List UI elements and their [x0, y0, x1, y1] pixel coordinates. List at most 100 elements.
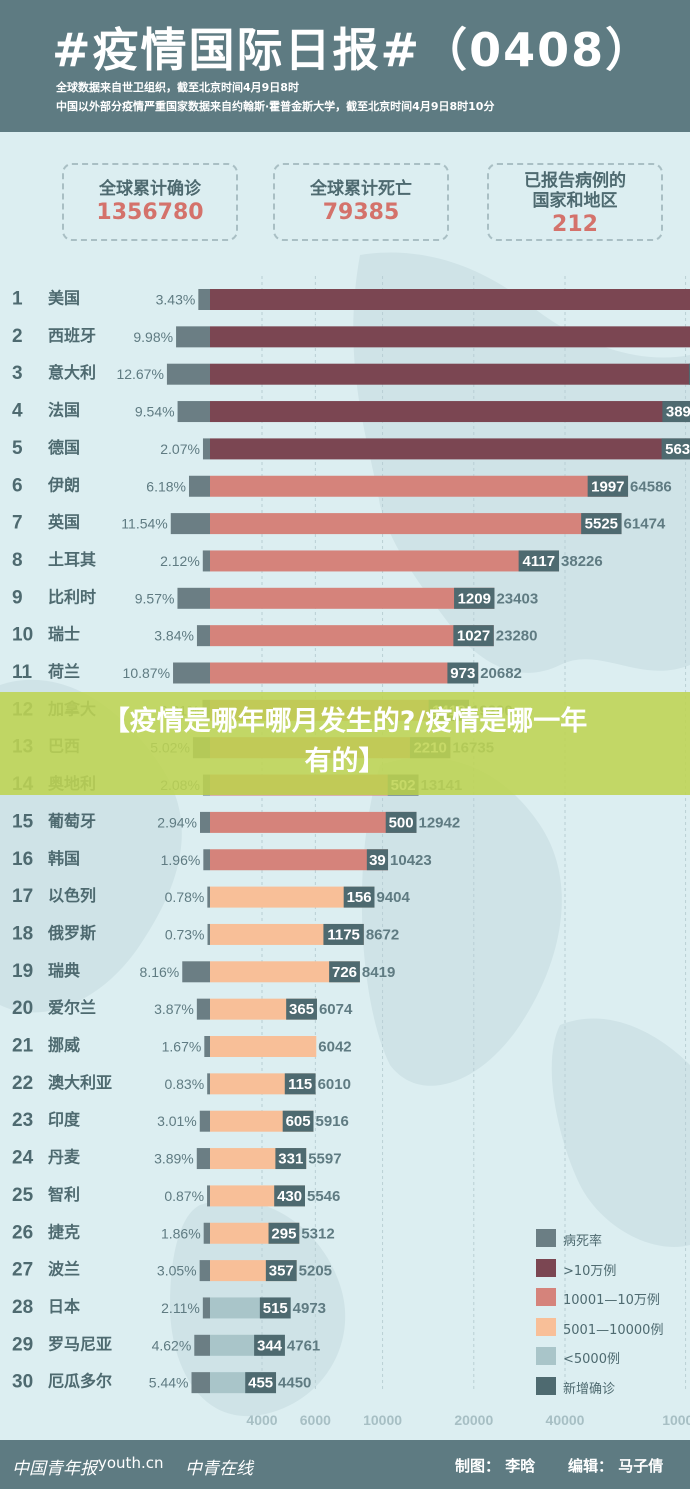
country-label: 葡萄牙 [47, 811, 96, 830]
new-cases-segment [265, 1260, 297, 1282]
footer-bar: 中国青年报 youth.cn 中青在线 制图： 李晗 编辑： 马子倩 [0, 1440, 690, 1489]
country-label: 印度 [48, 1110, 81, 1129]
total-label: 5205 [299, 1263, 332, 1280]
world-map-background [0, 252, 690, 1417]
credit-maker: 制图： 李晗 [455, 1455, 535, 1476]
new-cases-label: 365 [289, 1001, 314, 1018]
death-rate-label: 11.54% [121, 516, 167, 532]
stat-label-line: 已报告病例的 [524, 171, 626, 191]
total-bar [210, 438, 690, 460]
death-rate-bar [177, 587, 210, 609]
row-rank: 6 [12, 475, 23, 496]
death-rate-bar [196, 1148, 210, 1170]
new-cases-label: 39 [369, 852, 386, 869]
page-title: #疫情国际日报#（0408） [52, 23, 654, 77]
row-rank: 30 [12, 1372, 33, 1393]
total-label: 6042 [318, 1039, 351, 1056]
total-label: 61474 [624, 516, 666, 533]
death-rate-label: 0.73% [165, 926, 205, 942]
country-label: 西班牙 [48, 326, 96, 345]
new-cases-label: 344 [257, 1337, 283, 1354]
death-rate-label: 1.96% [161, 852, 201, 868]
china-youth-daily-logo: 中国青年报 [12, 1459, 97, 1479]
total-label: 20682 [480, 665, 522, 682]
total-label: 23280 [496, 628, 538, 645]
credit-maker-label: 制图： [455, 1457, 501, 1475]
row-rank: 29 [12, 1334, 33, 1355]
country-label: 英国 [47, 513, 80, 532]
new-cases-label: 5525 [585, 516, 618, 533]
death-rate-bar [199, 1110, 210, 1132]
new-cases-segment [518, 550, 560, 572]
country-label: 捷克 [48, 1222, 80, 1241]
total-label: 5312 [301, 1225, 334, 1242]
total-label: 9404 [376, 889, 410, 906]
new-cases-segment [245, 1372, 277, 1394]
stat-label-line: 全球累计死亡 [310, 179, 412, 199]
row-rank: 2 [12, 326, 23, 347]
row-rank: 16 [12, 849, 33, 870]
row-rank: 8 [12, 550, 23, 571]
death-rate-bar [196, 625, 210, 647]
row-rank: 3 [12, 363, 23, 384]
total-bar [210, 475, 629, 497]
new-cases-label: 1175 [327, 926, 360, 943]
legend-item: 新增确诊 [536, 1375, 690, 1397]
total-label: 4973 [293, 1300, 326, 1317]
country-label: 罗马尼亚 [48, 1334, 112, 1353]
total-label: 4761 [287, 1337, 320, 1354]
new-cases-label: 1027 [457, 628, 490, 645]
country-label: 韩国 [48, 849, 80, 868]
legend-label: 新增确诊 [563, 1381, 616, 1397]
country-label: 美国 [48, 289, 80, 308]
stat-box-1: 全球累计确诊 1356780 [62, 163, 238, 241]
death-rate-label: 8.16% [140, 964, 180, 980]
total-bar [210, 625, 494, 647]
country-label: 智利 [48, 1185, 80, 1204]
row-rank: 26 [12, 1222, 33, 1243]
legend-label: 5001—10000例 [563, 1322, 664, 1338]
total-label: 23403 [496, 590, 538, 607]
country-label: 厄瓜多尔 [48, 1372, 112, 1391]
new-cases-segment [329, 961, 360, 983]
legend-swatch [536, 1347, 556, 1365]
new-cases-label: 115 [288, 1076, 312, 1093]
total-label: 64586 [630, 478, 672, 495]
new-cases-label: 295 [271, 1225, 296, 1242]
new-cases-segment [254, 1334, 285, 1356]
death-rate-label: 2.07% [160, 441, 200, 457]
death-rate-label: 3.43% [156, 292, 196, 308]
country-label: 伊朗 [47, 475, 80, 494]
country-label: 挪威 [48, 1036, 80, 1055]
death-rate-label: 2.94% [157, 814, 197, 830]
total-label: 4450 [278, 1375, 311, 1392]
total-bar [210, 662, 479, 684]
credit-maker-name: 李晗 [505, 1457, 536, 1475]
new-cases-segment [453, 625, 494, 647]
stat-label-line: 全球累计确诊 [99, 179, 201, 199]
death-rate-bar [182, 961, 210, 983]
death-rate-bar [196, 998, 210, 1020]
legend-item: >10万例 [536, 1257, 690, 1279]
source-note-2: 中国以外部分疫情严重国家数据来自约翰斯·霍普金斯大学，截至北京时间4月9日8时1… [56, 100, 495, 113]
new-cases-segment [284, 1073, 316, 1095]
credit-editor-label: 编辑： [568, 1457, 614, 1475]
new-cases-label: 500 [389, 814, 414, 831]
new-cases-label: 726 [332, 964, 357, 981]
caption-line-2: 有的】 [304, 746, 386, 777]
death-rate-bar [198, 289, 210, 310]
country-label: 澳大利亚 [48, 1073, 112, 1092]
new-cases-label: 5633 [665, 441, 690, 458]
death-rate-bar [207, 886, 210, 908]
new-cases-segment [366, 849, 389, 871]
death-rate-label: 0.87% [164, 1188, 204, 1204]
total-bar [210, 811, 417, 833]
total-label: 6010 [318, 1076, 351, 1093]
country-label: 意大利 [48, 363, 96, 382]
stat-label: 已报告病例的 国家和地区 [489, 171, 661, 211]
legend-label: >10万例 [563, 1263, 617, 1279]
stat-label: 全球累计确诊 [64, 179, 236, 199]
death-rate-bar [203, 849, 210, 871]
total-bar [210, 587, 495, 609]
